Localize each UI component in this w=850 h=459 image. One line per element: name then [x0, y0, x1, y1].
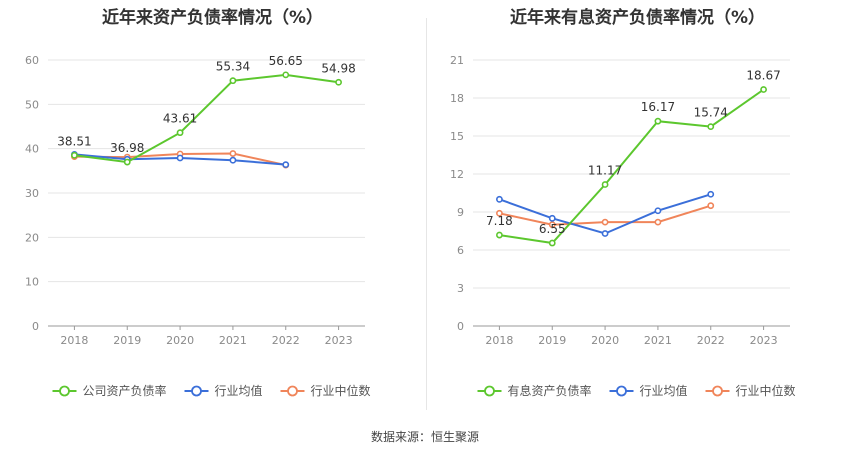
- y-tick-label: 0: [457, 320, 464, 333]
- data-label: 36.98: [110, 141, 144, 155]
- x-tick-label: 2019: [113, 334, 141, 347]
- data-point-2: [496, 209, 503, 217]
- x-tick-label: 2023: [750, 334, 778, 347]
- legend-marker-2: [287, 385, 298, 397]
- legend-marker-1: [191, 385, 202, 397]
- data-point-1: [282, 161, 290, 169]
- data-label: 55.34: [216, 60, 250, 74]
- chart-title: 近年来资产负债率情况（%）: [101, 8, 324, 28]
- legend-marker-0: [484, 385, 495, 397]
- line-chart-interest-debt-ratio: 0 3 6 9 12 15 18 21 2018 2019 2020 2021 2022 2023 7.18…: [450, 54, 796, 398]
- data-point-2: [654, 218, 662, 226]
- data-label: 16.17: [641, 100, 675, 114]
- y-tick-label: 18: [450, 92, 464, 105]
- legend-label: 有息资产负债率: [508, 383, 592, 398]
- legend-label: 行业均值: [215, 383, 263, 398]
- data-point-2: [707, 202, 715, 210]
- data-label: 38.51: [57, 134, 91, 148]
- chart-panel-interest-debt-ratio: 近年来有息资产负债率情况（%） 0 3 6 9 12 15 18 21 2018 2019 2020…: [425, 0, 850, 420]
- x-tick-label: 2022: [272, 334, 300, 347]
- data-point-0: [601, 181, 609, 188]
- data-point-1: [229, 156, 237, 164]
- y-tick-label: 30: [25, 187, 39, 200]
- chart-panel-debt-ratio: 近年来资产负债率情况（%） 0 10 20 30 40 50 60 2018 2019 2020 2…: [0, 0, 425, 420]
- data-point-1: [176, 154, 184, 162]
- data-point-1: [654, 207, 662, 215]
- data-point-1: [548, 214, 556, 222]
- series-line-1: [499, 193, 712, 235]
- data-point-1: [601, 230, 609, 237]
- y-tick-label: 3: [457, 282, 464, 295]
- y-tick-label: 20: [25, 231, 39, 244]
- series-line-0: [499, 88, 765, 245]
- x-tick-label: 2020: [166, 334, 194, 347]
- x-tick-label: 2020: [591, 334, 619, 347]
- y-tick-label: 10: [25, 276, 39, 289]
- y-tick-label: 6: [457, 244, 464, 257]
- data-point-0: [176, 129, 184, 137]
- data-point-0: [282, 71, 290, 79]
- x-tick-label: 2021: [219, 334, 247, 347]
- y-tick-label: 50: [25, 98, 39, 111]
- x-tick-label: 2023: [325, 334, 353, 347]
- data-source-note: 数据来源：恒生聚源: [370, 430, 479, 444]
- legend-marker-1: [616, 385, 627, 397]
- legend-marker-0: [59, 385, 70, 397]
- data-point-0: [71, 151, 78, 159]
- data-point-0: [548, 239, 556, 247]
- y-tick-label: 21: [450, 54, 464, 67]
- legend-marker-2: [712, 385, 723, 397]
- data-point-0: [707, 123, 715, 131]
- x-tick-label: 2018: [485, 334, 513, 347]
- data-label: 18.67: [746, 69, 780, 83]
- data-label: 56.65: [269, 54, 303, 68]
- x-tick-label: 2019: [538, 334, 566, 347]
- y-tick-label: 0: [32, 320, 39, 333]
- data-label: 15.74: [694, 106, 728, 120]
- data-point-0: [760, 86, 767, 93]
- x-tick-label: 2021: [644, 334, 672, 347]
- y-tick-label: 40: [25, 143, 39, 156]
- y-tick-label: 60: [25, 54, 39, 67]
- data-point-2: [229, 150, 237, 157]
- data-point-0: [123, 158, 131, 166]
- legend-label: 公司资产负债率: [83, 383, 167, 398]
- x-tick-label: 2018: [60, 334, 88, 347]
- data-point-1: [707, 190, 715, 198]
- data-point-2: [548, 221, 556, 229]
- data-label: 6.55: [539, 222, 566, 236]
- legend-label: 行业均值: [640, 383, 688, 398]
- legend-label: 行业中位数: [311, 383, 371, 398]
- data-label: 54.98: [321, 61, 355, 75]
- data-label: 7.18: [486, 214, 513, 228]
- y-tick-label: 15: [450, 130, 464, 143]
- x-tick-label: 2022: [697, 334, 725, 347]
- data-point-0: [496, 231, 503, 239]
- data-point-0: [229, 77, 237, 85]
- series-line-0: [74, 73, 339, 164]
- legend-label: 行业中位数: [736, 383, 796, 398]
- data-point-1: [496, 195, 503, 203]
- line-chart-debt-ratio: 0 10 20 30 40 50 60 2018 2019 2020 2021 2022 2023 38.…: [25, 54, 371, 398]
- data-label: 43.61: [163, 112, 197, 126]
- data-point-0: [335, 78, 342, 86]
- y-tick-label: 9: [457, 206, 464, 219]
- panel-divider: [426, 18, 427, 410]
- y-tick-label: 12: [450, 168, 464, 181]
- data-label: 11.17: [588, 164, 622, 178]
- chart-title: 近年来有息资产负债率情况（%）: [509, 8, 766, 28]
- data-point-0: [654, 117, 662, 125]
- data-point-2: [601, 218, 609, 226]
